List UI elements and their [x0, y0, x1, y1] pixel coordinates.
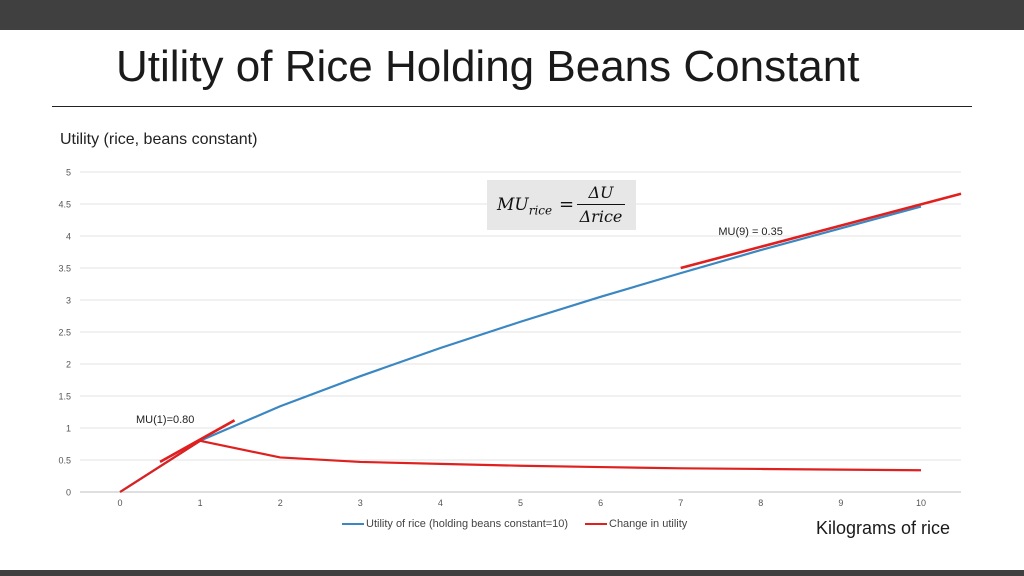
- x-tick-label: 8: [758, 498, 763, 508]
- fraction-bar: [577, 204, 625, 205]
- formula-fraction: ΔU Δrice: [577, 183, 625, 227]
- tangent-line-mu-1: [159, 419, 236, 464]
- y-tick-label: 4.5: [58, 200, 71, 210]
- y-tick-label: 2: [66, 360, 71, 370]
- chart-title: Utility (rice, beans constant): [60, 131, 258, 148]
- formula-denominator: Δrice: [579, 207, 623, 226]
- x-tick-label: 9: [838, 498, 843, 508]
- annotation-mu-9: MU(9) = 0.35: [718, 225, 783, 238]
- legend-item-utility: Utility of rice (holding beans constant=…: [342, 518, 568, 530]
- y-tick-label: 0.5: [58, 456, 71, 466]
- y-tick-label: 3.5: [58, 264, 71, 274]
- title-divider: [52, 106, 972, 107]
- formula-equals: =: [559, 194, 575, 215]
- y-tick-label: 2.5: [58, 328, 71, 338]
- x-axis-caption: Kilograms of rice: [816, 518, 951, 538]
- formula-lhs-sub: rice: [528, 203, 553, 218]
- x-tick-label: 10: [916, 498, 926, 508]
- slide-title: Utility of Rice Holding Beans Constant: [116, 42, 860, 91]
- tangent-line-mu-9: [680, 192, 962, 270]
- y-tick-label: 0: [66, 488, 71, 498]
- top-bar: [0, 0, 1024, 30]
- change-in-utility-series-line: [119, 439, 922, 493]
- y-tick-label: 5: [66, 168, 71, 178]
- y-tick-label: 3: [66, 296, 71, 306]
- x-tick-label: 4: [438, 498, 443, 508]
- legend-label-utility: Utility of rice (holding beans constant=…: [366, 518, 569, 530]
- formula-lhs: MUrice: [497, 195, 552, 217]
- x-tick-label: 3: [358, 498, 363, 508]
- formula-lhs-main: MU: [497, 195, 529, 215]
- x-tick-label: 7: [678, 498, 683, 508]
- legend-item-change: Change in utility: [585, 518, 687, 530]
- x-tick-label: 1: [198, 498, 203, 508]
- y-tick-label: 1: [66, 424, 71, 434]
- y-tick-label: 1.5: [58, 392, 71, 402]
- utility-series-line: [119, 205, 922, 493]
- x-tick-label: 6: [598, 498, 603, 508]
- legend-label-change: Change in utility: [609, 518, 688, 530]
- x-tick-label: 5: [518, 498, 523, 508]
- formula-numerator: ΔU: [588, 183, 614, 202]
- legend-swatch-utility: [342, 523, 364, 525]
- y-tick-label: 4: [66, 232, 71, 242]
- marginal-utility-formula: MUrice = ΔU Δrice: [487, 180, 636, 230]
- x-tick-label: 0: [117, 498, 122, 508]
- legend-swatch-change: [585, 523, 607, 525]
- annotation-mu-1: MU(1)=0.80: [136, 414, 195, 427]
- x-tick-label: 2: [278, 498, 283, 508]
- bottom-bar: [0, 570, 1024, 576]
